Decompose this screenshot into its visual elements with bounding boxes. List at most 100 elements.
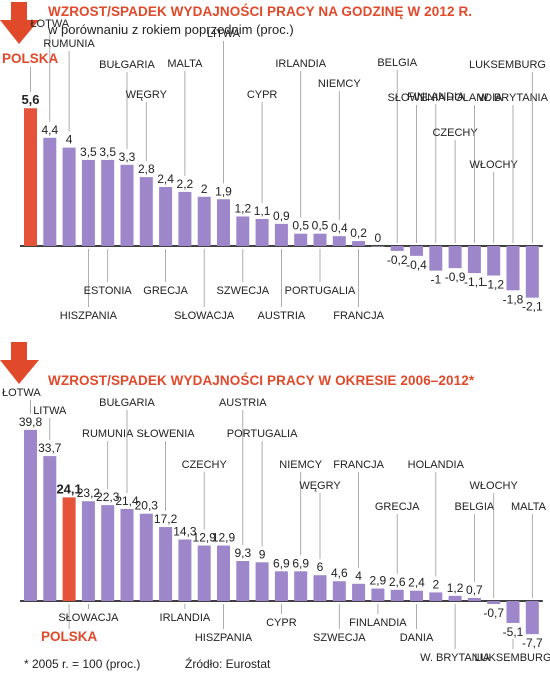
bar-estonia — [101, 159, 115, 246]
value-label-slowenia: 17,2 — [154, 512, 178, 526]
category-label-niemcy: NIEMCY — [279, 459, 322, 471]
bar-francja — [352, 583, 366, 601]
category-label-francja: FRANCJA — [333, 310, 384, 322]
category-label-wegry: WĘGRY — [126, 89, 168, 101]
value-label-portugalia: 0,5 — [312, 219, 329, 233]
category-label-belgia: BELGIA — [377, 57, 417, 69]
value-label-lotwa: 4,4 — [41, 123, 58, 137]
bar-polska — [24, 108, 37, 247]
bar-lotwa — [24, 429, 37, 601]
value-label-francja: 0,2 — [350, 226, 367, 240]
value-label-wlochy: -1,2 — [483, 278, 504, 292]
bar-wegry — [139, 177, 153, 246]
value-label-rumunia: 22,3 — [96, 490, 120, 504]
category-label-grecja: GRECJA — [375, 501, 420, 513]
bar-bulgaria — [120, 508, 134, 601]
value-label-dania: 0 — [375, 231, 382, 245]
category-label-austria: AUSTRIA — [258, 310, 306, 322]
category-label-hiszpania: HISZPANIA — [60, 310, 118, 322]
value-label-portugalia: 9 — [259, 547, 266, 561]
value-label-polska: 5,6 — [21, 92, 39, 107]
chart1-title: WZROST/SPADEK WYDAJNOŚCI PRACY NA GODZIN… — [48, 4, 473, 19]
category-label-bulgaria: BUŁGARIA — [99, 397, 155, 409]
value-label-finlandia: 2,9 — [370, 574, 387, 588]
category-label-czechy: CZECHY — [182, 459, 228, 471]
value-label-szwecja: 1,2 — [234, 201, 251, 215]
category-label-bulgaria: BUŁGARIA — [99, 59, 155, 71]
category-label-slowenia: SŁOWENIA — [387, 92, 446, 104]
category-label-luksemburg: LUKSEMBURG — [469, 59, 546, 71]
bar-finlandia — [371, 588, 385, 601]
bar-dania — [410, 590, 423, 601]
category-label-hiszpania: HISZPANIA — [195, 632, 253, 644]
category-label-lotwa: ŁOTWA — [30, 18, 69, 30]
category-label-luksemburg: LUKSEMBURG — [474, 652, 550, 664]
value-label-wlochy: -0,7 — [483, 606, 504, 620]
category-label-polska: POLSKA — [2, 51, 59, 66]
bar-wlochy — [487, 601, 501, 605]
category-label-wegry: WĘGRY — [299, 480, 341, 492]
footnote: * 2005 r. = 100 (proc.) — [24, 657, 141, 671]
category-label-estonia: ESTONIA — [122, 0, 171, 3]
category-label-dania: DANIA — [361, 0, 395, 3]
value-label-szwecja: 4,6 — [331, 566, 348, 580]
bar-austria — [236, 561, 250, 601]
category-label-w-brytania: W. BRYTANIA — [420, 652, 491, 664]
value-label-estonia: 3,5 — [99, 145, 116, 159]
category-label-cypr: CYPR — [266, 617, 297, 629]
value-label-finlandia: -1 — [430, 273, 441, 287]
value-label-cypr: 6,9 — [273, 556, 290, 570]
value-label-litwa: 1,9 — [215, 184, 232, 198]
value-label-czechy: -0,9 — [445, 270, 466, 284]
category-label-finlandia: FINLANDIA — [349, 617, 407, 629]
bar-luksemburg — [506, 601, 520, 623]
value-label-holandia: -1,1 — [464, 275, 485, 289]
value-label-cypr: 1,1 — [254, 204, 271, 218]
bar-cypr — [255, 218, 269, 246]
value-label-w-brytania: -1,8 — [503, 292, 524, 306]
bar-slowenia — [410, 246, 423, 256]
value-label-belgia: 0,7 — [466, 583, 483, 597]
bar-szwecja — [332, 581, 346, 601]
bar-luksemburg — [525, 246, 539, 298]
value-label-w-brytania: 1,2 — [447, 581, 464, 595]
value-label-estonia: 20,3 — [135, 499, 159, 513]
value-label-francja: 4 — [355, 569, 362, 583]
category-label-estonia: ESTONIA — [84, 285, 133, 297]
bar-niemcy — [294, 571, 308, 601]
value-label-grecja: 2,4 — [157, 172, 174, 186]
category-label-cypr: CYPR — [247, 89, 278, 101]
bar-rumunia — [101, 505, 115, 601]
category-label-irlandia: IRLANDIA — [275, 58, 326, 70]
category-label-austria: AUSTRIA — [219, 397, 267, 409]
value-label-niemcy: 0,4 — [331, 221, 348, 235]
value-label-wegry: 2,8 — [138, 162, 155, 176]
bar-rumunia — [62, 147, 76, 246]
bar-belgia — [390, 246, 404, 251]
bar-lotwa — [43, 137, 57, 246]
value-label-polska: 24,1 — [56, 481, 81, 496]
category-label-lotwa: ŁOTWA — [2, 387, 41, 399]
value-label-niemcy: 6,9 — [292, 556, 309, 570]
bar-malta — [525, 601, 539, 635]
bar-irlandia — [178, 539, 192, 601]
bar-szwecja — [236, 216, 250, 246]
bar-czechy — [448, 246, 462, 269]
value-label-holandia: 2 — [432, 577, 439, 591]
value-label-slowenia: -0,4 — [406, 258, 427, 272]
bar-slowacja — [197, 196, 211, 246]
bar-slowenia — [159, 527, 173, 601]
category-label-malta: MALTA — [167, 58, 203, 70]
arrow-down-icon — [0, 342, 39, 384]
category-label-szwecja: SZWECJA — [313, 632, 366, 644]
category-label-holandia: HOLANDIA — [446, 92, 503, 104]
value-label-litwa: 33,7 — [38, 441, 62, 455]
category-label-portugalia: PORTUGALIA — [227, 428, 298, 440]
bar-w-brytania — [448, 595, 462, 601]
value-label-luksemburg: -5,1 — [503, 625, 524, 639]
value-label-grecja: 2,6 — [389, 575, 406, 589]
category-label-grecja: GRECJA — [143, 285, 188, 297]
bar-hiszpania — [217, 545, 230, 601]
category-label-wlochy: WŁOCHY — [470, 159, 519, 171]
